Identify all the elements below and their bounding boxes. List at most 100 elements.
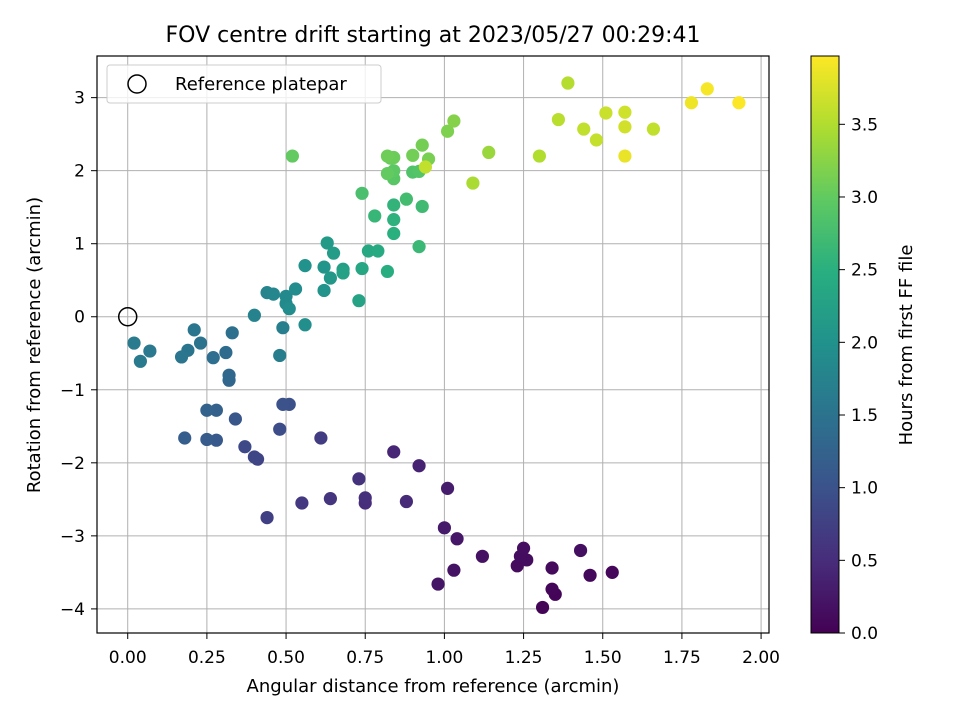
data-point [336,266,350,280]
data-point [352,294,366,308]
data-point [200,432,214,447]
data-point [326,246,341,260]
data-point [358,491,372,505]
data-point [200,403,214,417]
data-point [133,354,147,368]
data-point [380,166,394,181]
data-point [317,260,331,274]
data-point [380,264,394,279]
data-point [412,459,426,473]
colorbar-tick-label: 0.0 [851,624,878,644]
data-point [288,282,303,296]
data-point [450,532,464,546]
data-point [583,568,597,582]
data-point [273,422,287,436]
x-tick-label: 0.25 [188,648,226,668]
data-point [222,368,236,382]
data-point [361,244,375,258]
data-point [646,122,661,136]
data-point [447,114,461,128]
data-point [545,582,559,596]
data-point [317,283,331,298]
data-point [466,176,480,190]
data-point [573,543,588,558]
colorbar: 0.0 0.5 1.0 1.5 2.0 2.5 3.0 3.5 Hours from firs… [810,55,917,644]
data-point [187,323,201,337]
x-tick-label: 1.00 [425,648,463,668]
x-tick-label: 0.75 [346,648,384,668]
data-point [295,496,309,510]
data-point [273,348,287,363]
legend-marker [127,74,147,94]
colorbar-tick-label: 2.0 [851,333,878,353]
x-tick-label: 1.50 [584,648,622,668]
data-point [431,577,445,591]
y-tick-label: 3 [74,89,85,109]
data-point [618,120,632,134]
data-point [298,259,312,273]
data-point [193,336,208,350]
colorbar-gradient [810,55,840,634]
data-point [618,105,632,119]
data-point [266,287,280,301]
colorbar-tick-label: 0.5 [851,551,878,571]
legend: Reference platepar [106,64,382,104]
data-point [387,445,401,459]
data-point [618,149,632,163]
data-point [599,106,613,120]
data-point [406,148,420,162]
data-point [605,565,619,579]
data-point [415,199,429,214]
data-point [418,160,432,174]
data-point [577,122,591,136]
data-point [323,492,337,506]
legend-box [106,64,382,104]
data-point [561,76,575,90]
y-tick-label: 2 [74,162,85,182]
x-tick-label: 0.50 [267,648,305,668]
data-point [298,318,312,332]
reference-platepar-marker [117,306,138,327]
data-point [355,261,369,276]
data-point [352,472,366,486]
data-point [732,96,746,110]
y-axis-ticks: −4 −3 −2 −1 0 1 2 3 [60,89,97,620]
data-point [355,186,369,200]
x-tick-label: 1.75 [663,648,701,668]
y-tick-label: −2 [60,454,85,474]
colorbar-tick-label: 3.0 [851,188,878,208]
colorbar-tick-label: 3.5 [851,115,878,135]
x-tick-label: 0.00 [109,648,147,668]
data-point [206,351,220,365]
colorbar-label: Hours from first FF file [896,245,917,446]
data-point [545,561,559,575]
grid [97,56,769,633]
data-point [684,96,699,110]
data-point [368,209,382,223]
data-point [387,213,401,227]
data-point [399,494,413,509]
legend-label-reference-platepar: Reference platepar [175,74,347,95]
data-point [276,321,290,335]
data-point [551,112,566,127]
data-point [209,433,223,447]
data-point [440,124,455,138]
data-point [323,271,337,285]
y-tick-label: −4 [60,600,85,620]
data-point [219,345,233,360]
data-point [482,145,496,160]
data-point [700,82,714,96]
data-point [440,481,455,495]
data-points [127,76,746,615]
data-point [387,198,401,212]
y-axis-label: Rotation from reference (arcmin) [24,197,45,493]
y-tick-label: 1 [74,235,85,255]
plot-area-frame [96,55,770,634]
data-point [276,397,290,411]
data-point [247,450,261,464]
data-point [447,563,461,577]
data-point [399,192,413,206]
data-point [225,326,239,340]
colorbar-tick-label: 1.0 [851,479,878,499]
